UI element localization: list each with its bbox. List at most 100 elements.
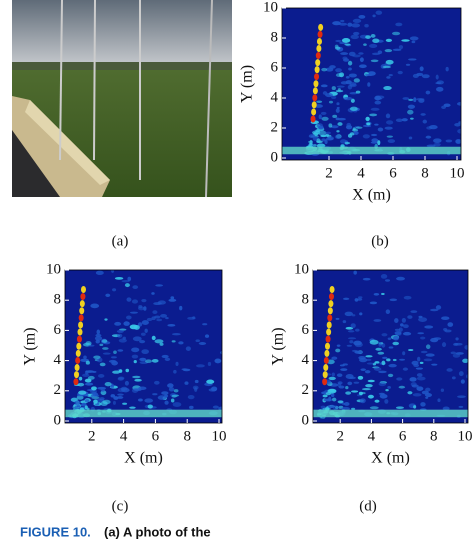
speckle — [382, 356, 388, 359]
speckle — [423, 358, 433, 362]
hot-spot — [327, 314, 333, 322]
speckle — [426, 144, 436, 148]
speckle — [320, 111, 327, 116]
speckle — [331, 356, 338, 360]
speckle — [173, 389, 179, 393]
hot-spot — [76, 335, 82, 343]
speckle — [347, 337, 357, 340]
speckle — [369, 113, 378, 117]
speckle — [335, 89, 344, 93]
speckle — [462, 113, 468, 115]
speckle — [345, 75, 350, 79]
speckle — [340, 81, 348, 85]
speckle — [78, 376, 83, 381]
caption-text: (a) A photo of the — [104, 524, 211, 539]
speckle — [168, 298, 177, 302]
speckle — [113, 350, 117, 355]
speckle — [419, 66, 424, 72]
speckle — [144, 398, 154, 403]
speckle — [208, 388, 217, 392]
speckle — [386, 120, 394, 125]
speckle — [452, 353, 461, 358]
speckle — [435, 305, 442, 310]
speckle — [96, 329, 101, 335]
speckle — [171, 333, 181, 336]
speckle — [441, 342, 447, 348]
speckle — [408, 136, 413, 140]
hot-spot — [325, 335, 331, 343]
speckle — [185, 346, 191, 351]
y-tick-label: 8 — [302, 292, 310, 308]
speckle — [465, 374, 468, 379]
y-tick-label: 8 — [271, 29, 279, 45]
speckle — [164, 394, 168, 398]
speckle — [385, 38, 393, 42]
speckle — [189, 405, 194, 409]
speckle — [385, 388, 389, 392]
speckle — [353, 31, 360, 36]
speckle — [442, 406, 450, 411]
speckle — [457, 395, 466, 398]
speckle — [117, 396, 124, 399]
speckle — [359, 398, 366, 404]
speckle — [335, 348, 341, 353]
speckle — [349, 376, 356, 380]
speckle — [383, 86, 392, 91]
speckle — [381, 333, 388, 337]
speckle — [76, 395, 84, 400]
speckle — [154, 315, 161, 319]
speckle — [396, 276, 405, 281]
speckle — [320, 84, 328, 88]
speckle — [352, 18, 362, 24]
hot-spot — [323, 356, 329, 364]
speckle — [394, 318, 399, 323]
speckle — [398, 385, 406, 389]
speckle — [110, 356, 117, 359]
speckle — [408, 98, 414, 102]
speckle — [417, 356, 421, 362]
speckle — [467, 405, 468, 408]
speckle — [345, 326, 354, 330]
speckle — [335, 39, 342, 43]
speckle — [407, 391, 413, 395]
speckle — [393, 335, 399, 341]
speckle — [206, 379, 215, 384]
hot-spot — [329, 285, 335, 293]
hot-spot — [76, 342, 82, 350]
speckle — [451, 376, 456, 380]
speckle — [329, 65, 336, 69]
speckle — [362, 134, 370, 139]
speckle — [349, 83, 357, 88]
speckle — [446, 368, 453, 372]
panel-label: (c) — [112, 498, 129, 514]
speckle — [355, 90, 361, 94]
speckle — [207, 361, 212, 367]
speckle — [141, 298, 147, 303]
speckle — [416, 72, 424, 77]
speckle — [111, 360, 118, 366]
hot-spot — [313, 80, 319, 88]
speckle — [392, 341, 400, 346]
speckle — [336, 130, 340, 133]
speckle — [425, 90, 431, 95]
speckle — [187, 395, 195, 400]
speckle — [116, 330, 124, 333]
speckle — [127, 276, 132, 282]
speckle — [375, 347, 382, 351]
speckle — [351, 390, 359, 393]
speckle — [359, 312, 363, 316]
speckle — [346, 344, 353, 347]
speckle — [363, 43, 367, 46]
frame — [281, 7, 462, 161]
speckle — [396, 377, 403, 381]
x-tick-label: 10 — [450, 165, 465, 181]
speckle — [445, 66, 449, 72]
speckle — [129, 406, 136, 409]
speckle — [342, 56, 348, 60]
speckle — [345, 391, 352, 395]
speckle — [117, 393, 124, 396]
speckle — [367, 379, 375, 383]
speckle — [202, 323, 208, 326]
speckle — [353, 270, 357, 275]
speckle — [336, 85, 345, 88]
